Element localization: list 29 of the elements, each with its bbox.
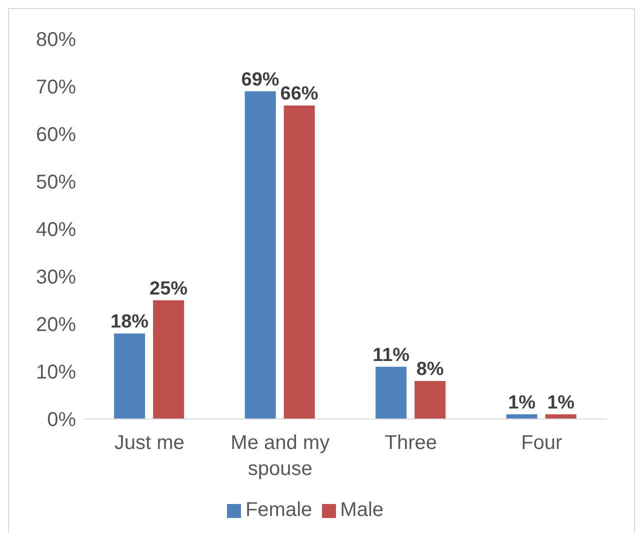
y-tick-label: 60% (36, 124, 76, 146)
bar (114, 334, 146, 419)
y-tick-label: 20% (36, 314, 76, 336)
bar (414, 381, 446, 419)
y-tick-label: 10% (36, 362, 76, 384)
x-tick-label: Four (521, 432, 563, 454)
data-label: 1% (508, 392, 536, 414)
legend-label: Female (245, 499, 312, 521)
y-tick-label: 70% (36, 76, 76, 99)
data-label: 18% (110, 312, 149, 332)
data-label: 11% (372, 344, 410, 366)
data-label: 8% (416, 359, 444, 380)
y-tick-label: 80% (36, 29, 76, 52)
legend-label: Male (340, 499, 384, 521)
data-label: 1% (547, 392, 575, 414)
x-tick-label: Three (384, 432, 437, 454)
bar (376, 366, 407, 419)
bar (153, 300, 184, 419)
bar (244, 91, 276, 419)
x-tick-label: Me and my spouse (230, 432, 330, 480)
y-tick-label: 40% (36, 219, 76, 242)
bar (284, 106, 315, 419)
data-label: 66% (280, 84, 318, 104)
y-tick-label: 30% (36, 266, 76, 289)
x-tick-label: Just me (114, 432, 184, 454)
data-label: 69% (241, 69, 280, 90)
y-tick-label: 0% (47, 409, 76, 432)
y-tick-label: 50% (36, 172, 76, 194)
data-label: 25% (150, 278, 188, 300)
